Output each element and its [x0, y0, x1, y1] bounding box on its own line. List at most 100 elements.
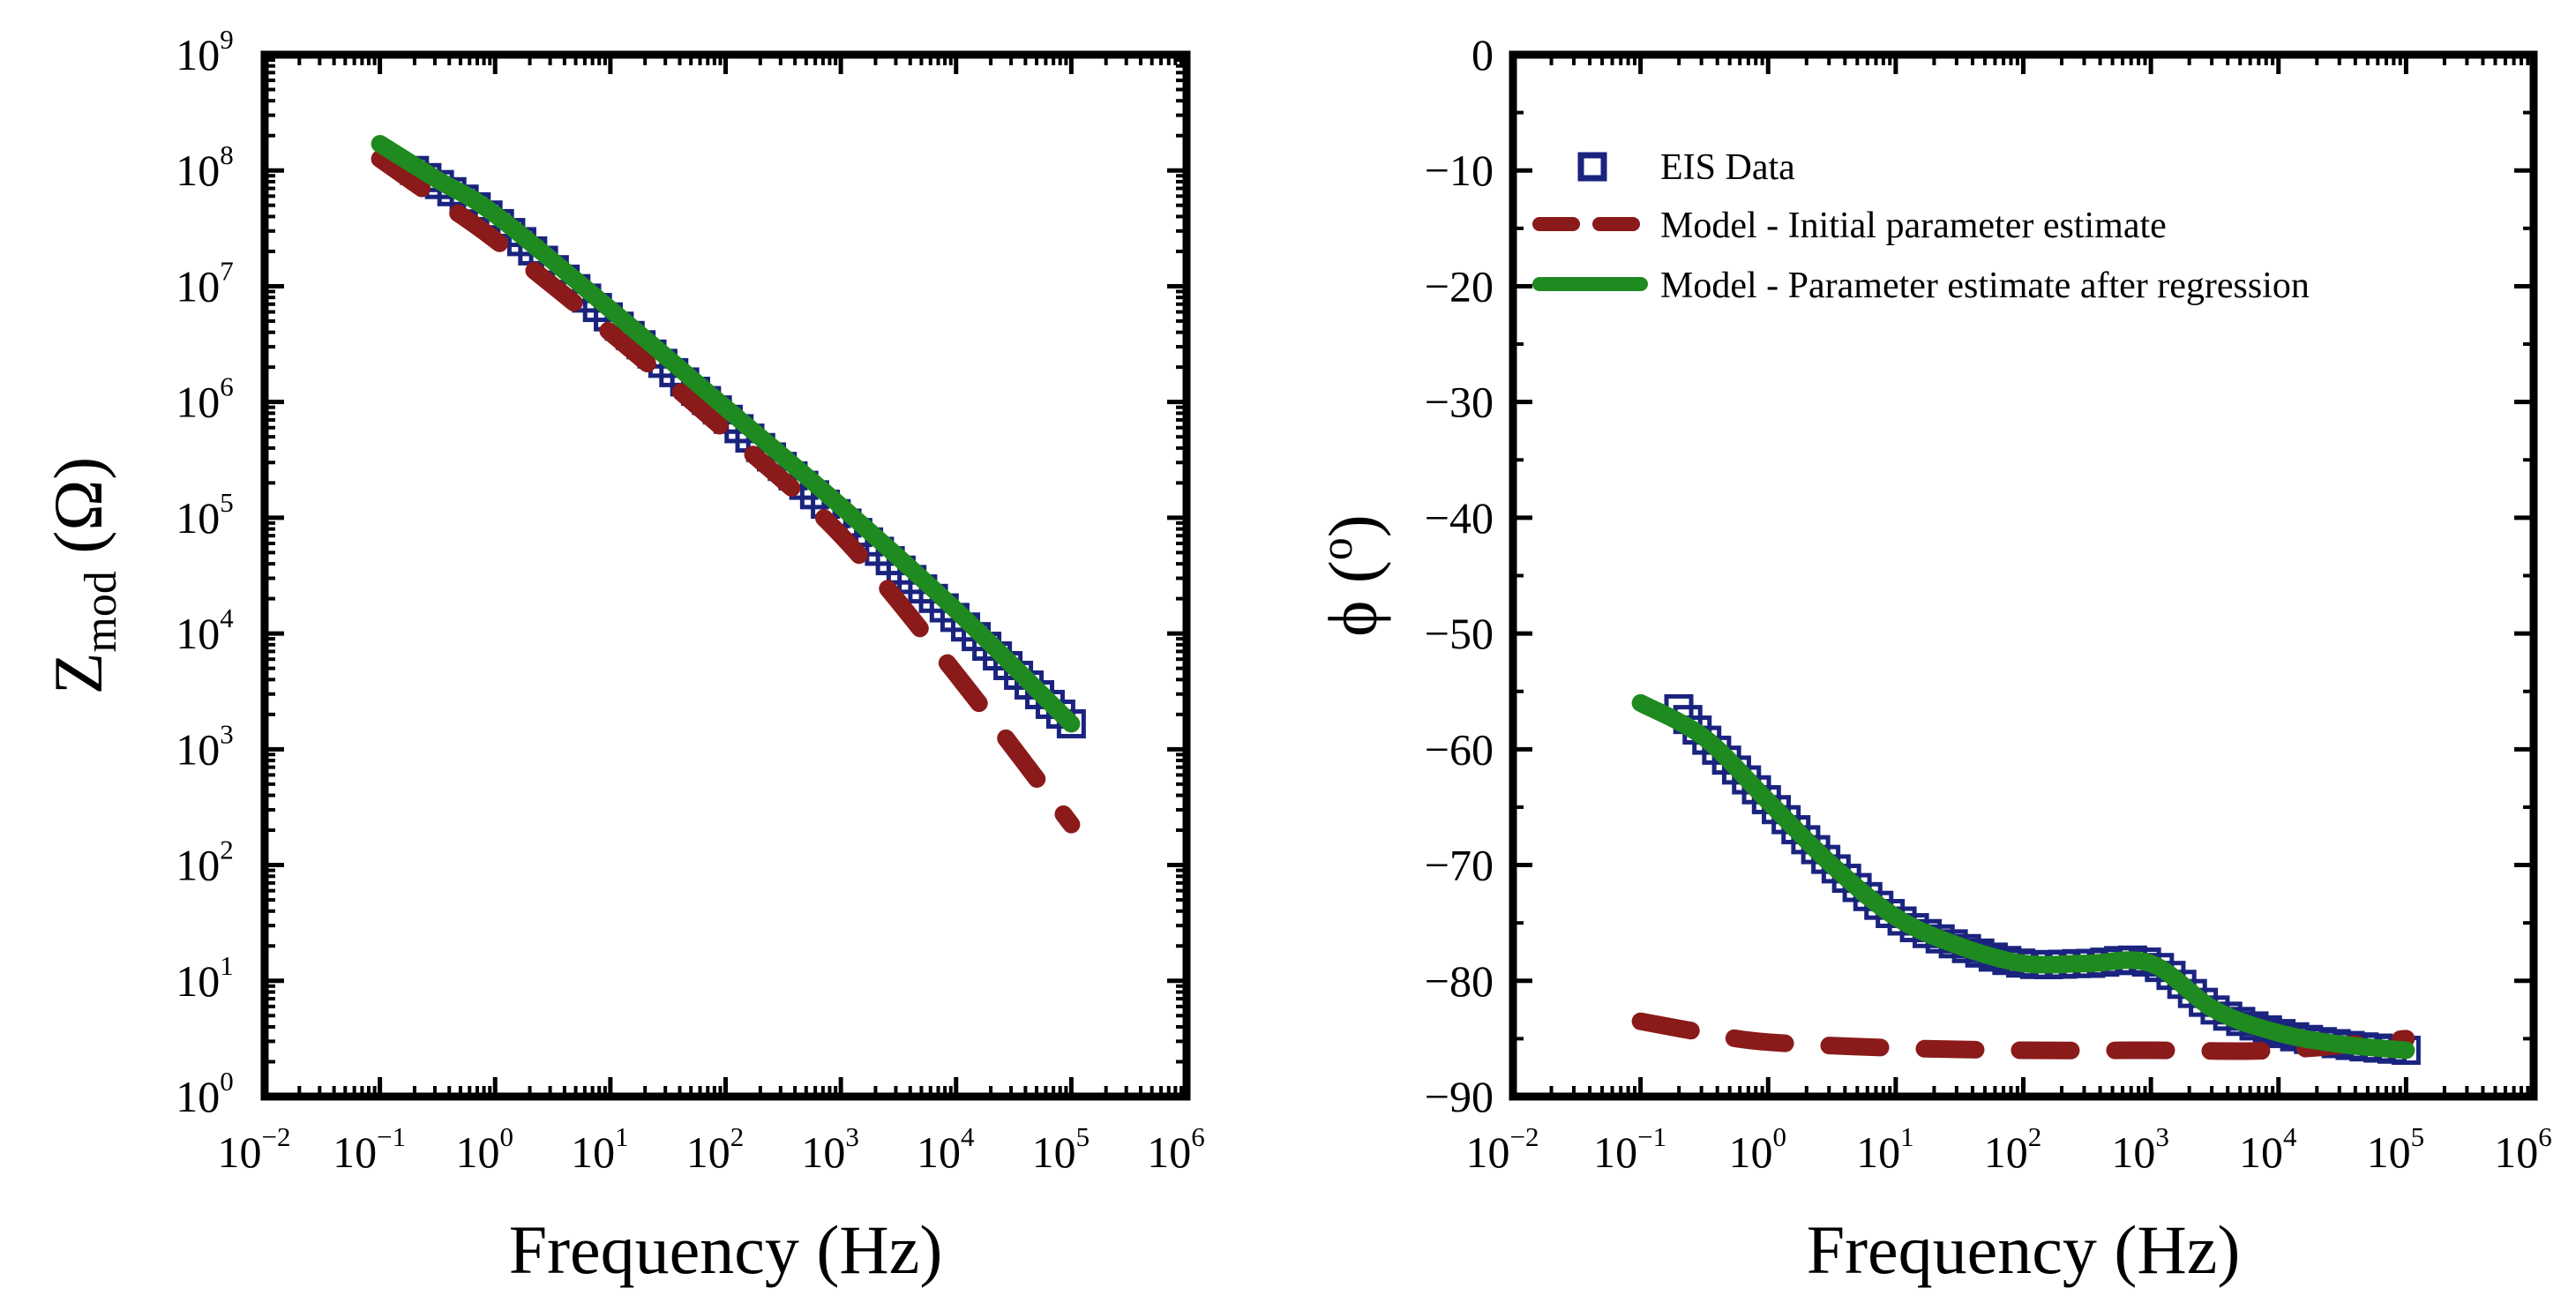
- y-tick-label: 108: [176, 139, 234, 195]
- x-tick-label-base: 10: [2111, 1127, 2155, 1177]
- y-tick-label: −10: [1425, 146, 1494, 195]
- phase-y-axis-title: ϕ (o): [1312, 514, 1391, 637]
- legend-label-initial-estimate: Model - Initial parameter estimate: [1660, 206, 2167, 246]
- x-tick-label-base: 10: [801, 1127, 845, 1177]
- y-tick-label: −30: [1425, 378, 1494, 427]
- x-tick-label: 101: [1856, 1121, 1914, 1177]
- phase-panel: 10−2 10−1 100 101 102 103 104 105 106 0−10−20−30…: [1312, 30, 2552, 1288]
- x-tick-label-exp: 0: [1773, 1121, 1787, 1152]
- x-tick-label: 106: [1147, 1121, 1205, 1177]
- y-tick-label: 107: [176, 255, 234, 311]
- phase-series-layer: [1631, 693, 2421, 1066]
- y-tick-label-exp: 6: [220, 371, 234, 402]
- phase-y-axis-title-sup: o: [1312, 537, 1362, 560]
- y-tick-label: 105: [176, 487, 234, 543]
- x-tick-label-exp: 1: [1900, 1121, 1914, 1152]
- x-tick-label-exp: 0: [500, 1121, 514, 1152]
- x-tick-label: 100: [456, 1121, 514, 1177]
- x-tick-label: 104: [917, 1121, 975, 1177]
- series-line-model-initial-parameter-estimate: [1631, 1012, 2415, 1060]
- phase-y-axis-title-main: ϕ (: [1314, 560, 1391, 637]
- phase-y-axis-title-end: ): [1314, 514, 1391, 537]
- y-tick-label: −90: [1425, 1072, 1494, 1121]
- y-tick-label: −20: [1425, 261, 1494, 311]
- x-tick-label: 10−1: [1593, 1121, 1666, 1177]
- series-line-model-parameter-estimate-after-regression: [371, 135, 1081, 733]
- series-line-model-initial-parameter-estimate: [371, 150, 1081, 834]
- x-tick-label: 101: [571, 1121, 629, 1177]
- y-tick-label-exp: 8: [220, 139, 234, 170]
- x-tick-label: 105: [1032, 1121, 1090, 1177]
- x-tick-label: 105: [2367, 1121, 2425, 1177]
- x-tick-label: 10−2: [1466, 1121, 1539, 1177]
- x-tick-label-base: 10: [1856, 1127, 1900, 1177]
- x-tick-label: 103: [2111, 1121, 2169, 1177]
- x-tick-label-base: 10: [1984, 1127, 2028, 1177]
- legend-label-eis-data: EIS Data: [1660, 147, 1795, 188]
- phase-plot-frame: [1509, 50, 2538, 1101]
- x-tick-label-exp: 5: [2411, 1121, 2425, 1152]
- y-tick-label-base: 10: [176, 1072, 220, 1121]
- legend-label-after-regression: Model - Parameter estimate after regress…: [1660, 266, 2310, 306]
- y-tick-label: −60: [1425, 724, 1494, 774]
- x-tick-label: 100: [1729, 1121, 1787, 1177]
- x-tick-label-base: 10: [333, 1127, 377, 1177]
- y-tick-label-exp: 7: [220, 255, 234, 286]
- phase-x-tick-labels: 10−2 10−1 100 101 102 103 104 105 106: [1466, 1121, 2552, 1177]
- x-tick-label-base: 10: [1147, 1127, 1191, 1177]
- y-tick-label-base: 10: [176, 146, 220, 195]
- x-tick-label-base: 10: [686, 1127, 730, 1177]
- magnitude-y-axis-title: Zmod (Ω): [40, 457, 126, 695]
- x-tick-label-exp: −1: [377, 1121, 406, 1152]
- y-tick-label: −40: [1425, 493, 1494, 543]
- x-tick-label-exp: 4: [2283, 1121, 2297, 1152]
- x-tick-label: 10−2: [218, 1121, 291, 1177]
- x-tick-label-exp: 2: [2028, 1121, 2042, 1152]
- x-tick-label-base: 10: [917, 1127, 961, 1177]
- x-tick-label-exp: 1: [615, 1121, 629, 1152]
- y-tick-label-exp: 1: [220, 950, 234, 981]
- magnitude-y-axis-title-main: Z: [40, 653, 116, 695]
- x-tick-label-exp: 3: [845, 1121, 859, 1152]
- x-tick-label: 106: [2494, 1121, 2552, 1177]
- magnitude-series-layer: [371, 135, 1086, 834]
- y-tick-label-exp: 9: [220, 24, 234, 55]
- phase-y-tick-labels: 0 −10 −20 −30 −40 −50 −60 −70 −80 −90: [1425, 30, 1494, 1121]
- x-tick-label-exp: −1: [1637, 1121, 1666, 1152]
- y-tick-label-base: 10: [176, 30, 220, 79]
- x-tick-label-exp: 2: [730, 1121, 745, 1152]
- legend: EIS Data Model - Initial parameter estim…: [1532, 147, 2310, 306]
- x-tick-label-base: 10: [456, 1127, 500, 1177]
- magnitude-panel: 10−2 10−1 100 101 102 103 104 105 106 1001011021…: [40, 24, 1205, 1288]
- x-tick-label-exp: −2: [1510, 1121, 1539, 1152]
- magnitude-x-axis-title: Frequency (Hz): [509, 1211, 943, 1288]
- y-tick-label-exp: 4: [220, 603, 234, 633]
- y-tick-label-base: 10: [176, 841, 220, 890]
- y-tick-label-base: 10: [176, 956, 220, 1006]
- x-tick-label: 102: [1984, 1121, 2042, 1177]
- y-tick-label-exp: 5: [220, 487, 234, 518]
- series-line-model-parameter-estimate-after-regression: [1631, 693, 2415, 1060]
- x-tick-label-base: 10: [2239, 1127, 2283, 1177]
- x-tick-label-base: 10: [1466, 1127, 1510, 1177]
- x-tick-label: 104: [2239, 1121, 2297, 1177]
- x-tick-label-exp: 4: [961, 1121, 975, 1152]
- y-tick-label: 109: [176, 24, 234, 79]
- y-tick-label: 106: [176, 371, 234, 427]
- x-tick-label: 102: [686, 1121, 745, 1177]
- y-tick-label: −70: [1425, 841, 1494, 890]
- y-tick-label-exp: 0: [220, 1066, 234, 1097]
- y-tick-label-exp: 2: [220, 835, 234, 865]
- y-tick-label-base: 10: [176, 261, 220, 311]
- x-tick-label-base: 10: [2367, 1127, 2411, 1177]
- y-tick-label-exp: 3: [220, 718, 234, 749]
- magnitude-plot-frame: [260, 50, 1191, 1101]
- x-tick-label: 103: [801, 1121, 859, 1177]
- magnitude-x-tick-labels: 10−2 10−1 100 101 102 103 104 105 106: [218, 1121, 1205, 1177]
- y-tick-label-base: 10: [176, 609, 220, 658]
- y-tick-label: 100: [176, 1066, 234, 1121]
